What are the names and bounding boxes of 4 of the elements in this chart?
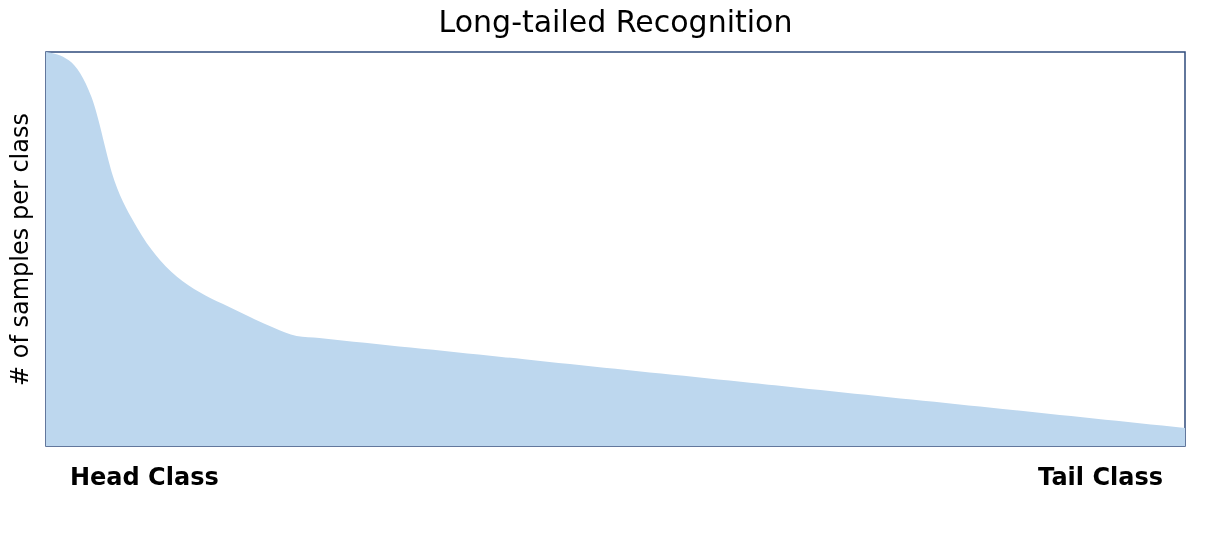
text: Head Class xyxy=(70,463,219,491)
text: Tail Class xyxy=(1038,463,1163,491)
y-axis-title: # of samples per class xyxy=(5,113,34,386)
chart-title: Long-tailed Recognition xyxy=(438,4,793,39)
